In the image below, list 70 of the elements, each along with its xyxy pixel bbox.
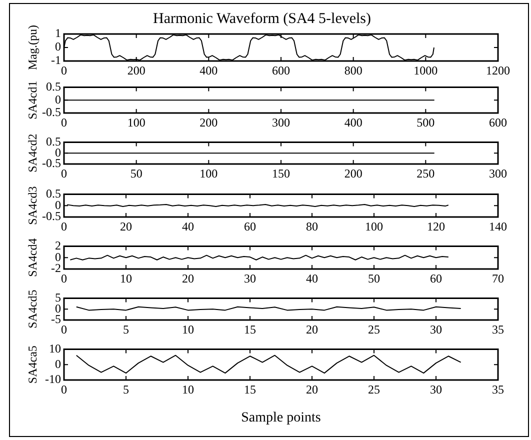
x-tick-label: 40 bbox=[306, 271, 318, 286]
x-tick-label: 10 bbox=[182, 382, 194, 396]
x-tick-label: 20 bbox=[306, 322, 318, 336]
x-tick-label: 20 bbox=[182, 271, 194, 286]
x-tick-label: 50 bbox=[368, 271, 380, 286]
x-tick-label: 50 bbox=[130, 166, 142, 180]
y-tick-label: -0.5 bbox=[42, 209, 61, 224]
x-tick-label: 120 bbox=[427, 219, 445, 234]
x-tick-label: 35 bbox=[492, 322, 504, 336]
x-tick-label: 200 bbox=[127, 63, 146, 78]
x-tick-label: 30 bbox=[244, 271, 256, 286]
y-axis-title: SA4cd3 bbox=[25, 186, 40, 225]
y-axis-title: SA4cd2 bbox=[25, 134, 40, 172]
x-tick-label: 200 bbox=[344, 166, 362, 180]
x-tick-label: 300 bbox=[489, 166, 507, 180]
y-axis-title: SA4cd5 bbox=[25, 290, 40, 328]
y-tick-label: -1 bbox=[51, 53, 61, 68]
y-tick-label: 0 bbox=[55, 250, 61, 264]
y-axis-title: SA4cd1 bbox=[25, 80, 40, 120]
y-tick-label: 2 bbox=[55, 238, 61, 252]
x-tick-label: 200 bbox=[200, 115, 218, 130]
x-tick-label: 20 bbox=[120, 219, 132, 234]
x-tick-label: 600 bbox=[489, 115, 507, 130]
x-tick-label: 600 bbox=[272, 63, 290, 78]
x-tick-label: 300 bbox=[272, 115, 290, 130]
y-tick-label: 0 bbox=[55, 198, 61, 212]
x-tick-label: 70 bbox=[492, 271, 504, 286]
x-tick-label: 80 bbox=[306, 219, 318, 234]
x-tick-label: 40 bbox=[182, 219, 194, 234]
x-tick-label: 35 bbox=[492, 382, 504, 396]
y-tick-label: -0.5 bbox=[42, 105, 61, 120]
y-axis-title: SA4cd4 bbox=[25, 238, 40, 277]
x-tick-label: 10 bbox=[120, 271, 132, 286]
x-tick-label: 5 bbox=[123, 322, 129, 336]
y-tick-label: -2 bbox=[51, 261, 61, 276]
y-tick-label: 1 bbox=[55, 26, 61, 40]
y-tick-label: 0 bbox=[55, 40, 61, 54]
x-tick-label: 5 bbox=[123, 382, 129, 396]
x-axis-title: Sample points bbox=[241, 410, 321, 426]
x-tick-label: 30 bbox=[430, 322, 442, 336]
x-tick-label: 400 bbox=[344, 115, 362, 130]
x-tick-label: 250 bbox=[416, 166, 435, 180]
x-tick-label: 15 bbox=[244, 382, 256, 396]
x-tick-label: 1000 bbox=[414, 63, 438, 78]
x-tick-label: 100 bbox=[127, 115, 146, 130]
x-tick-label: 140 bbox=[489, 219, 507, 234]
x-tick-label: 30 bbox=[430, 382, 442, 396]
x-tick-label: 10 bbox=[182, 322, 194, 336]
x-tick-label: 20 bbox=[306, 382, 318, 396]
chart-title: Harmonic Waveform (SA4 5-levels) bbox=[152, 10, 372, 27]
x-tick-label: 150 bbox=[272, 166, 290, 180]
y-axis-title: Mag.(pu) bbox=[25, 25, 40, 70]
x-tick-label: 400 bbox=[200, 63, 218, 78]
y-axis-title: SA4ca5 bbox=[25, 346, 40, 384]
y-tick-label: -10 bbox=[45, 372, 61, 386]
y-tick-label: 0.5 bbox=[46, 186, 61, 200]
x-tick-label: 60 bbox=[430, 271, 442, 286]
x-tick-label: 100 bbox=[200, 166, 218, 180]
x-tick-label: 25 bbox=[368, 322, 380, 336]
x-tick-label: 800 bbox=[344, 63, 362, 78]
x-tick-label: 100 bbox=[365, 219, 383, 234]
x-tick-label: 60 bbox=[244, 219, 256, 234]
y-tick-label: 0 bbox=[55, 356, 61, 371]
y-tick-label: 0.5 bbox=[46, 79, 61, 94]
x-tick-label: 500 bbox=[416, 115, 435, 130]
x-tick-label: 15 bbox=[244, 322, 256, 336]
y-tick-label: 10 bbox=[49, 341, 61, 356]
x-tick-label: 1200 bbox=[486, 63, 510, 78]
y-tick-label: 0 bbox=[55, 92, 61, 106]
x-tick-label: 25 bbox=[368, 382, 380, 396]
